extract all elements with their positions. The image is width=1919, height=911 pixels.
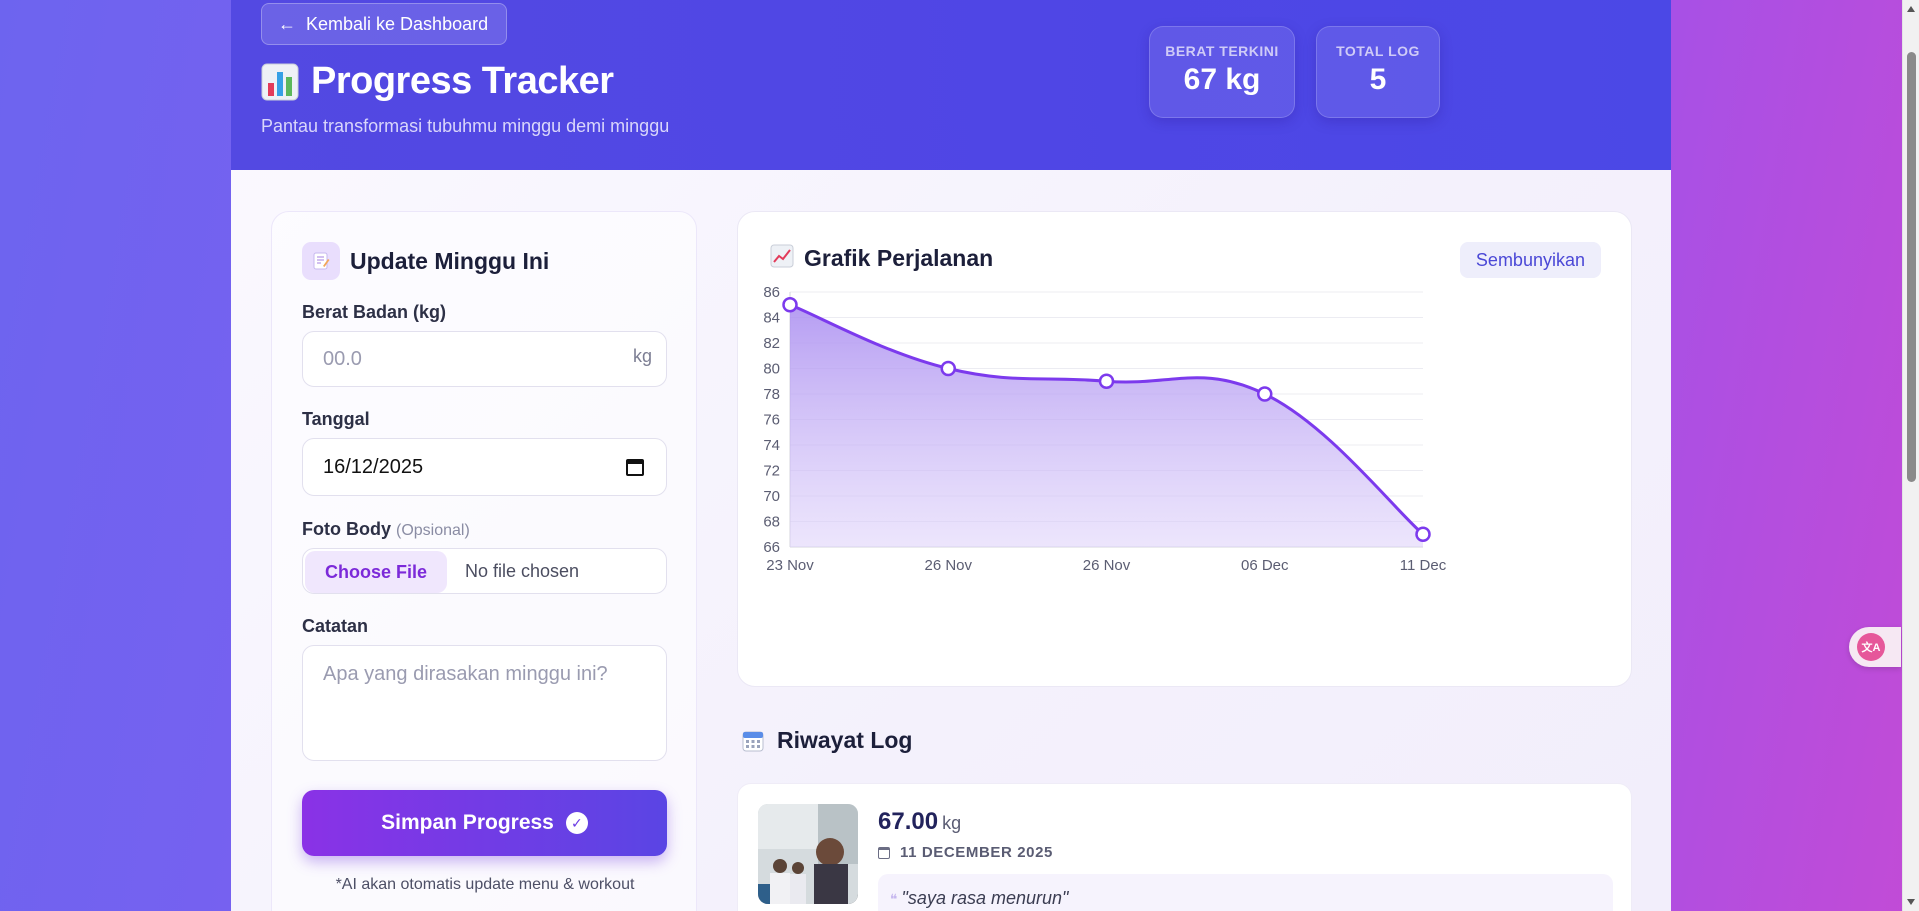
date-input[interactable]: 16/12/2025 — [302, 438, 667, 496]
notes-placeholder: Apa yang dirasakan minggu ini? — [323, 663, 608, 685]
log-title: Riwayat Log — [777, 727, 913, 753]
form-header: Update Minggu Ini — [302, 242, 549, 280]
page-title: Progress Tracker — [261, 60, 614, 103]
y-tick-label: 86 — [763, 284, 780, 301]
ai-note: *AI akan otomatis update menu & workout — [335, 876, 635, 893]
log-date-text: 11 DECEMBER 2025 — [900, 844, 1054, 861]
x-tick-label: 26 Nov — [1083, 557, 1131, 574]
stat-label: TOTAL LOG — [1336, 43, 1420, 59]
translate-extension-button[interactable]: 文A — [1849, 627, 1901, 667]
x-tick-label: 23 Nov — [766, 557, 814, 574]
log-note: ❝ "saya rasa menurun" — [878, 874, 1613, 911]
log-note-text: "saya rasa menurun" — [901, 888, 1069, 908]
save-progress-button[interactable]: Simpan Progress ✓ — [302, 790, 667, 856]
main-container: ← Kembali ke Dashboard Progress Tracker … — [231, 0, 1671, 911]
stat-value: 67 kg — [1183, 63, 1261, 96]
y-tick-label: 78 — [763, 386, 780, 403]
save-progress-label: Simpan Progress — [381, 811, 554, 834]
notes-label: Catatan — [302, 616, 369, 636]
choose-file-button[interactable]: Choose File — [305, 551, 448, 593]
y-tick-label: 70 — [763, 488, 780, 505]
scrollbar-thumb[interactable] — [1907, 52, 1916, 482]
log-weight: 67.00 kg — [878, 808, 961, 836]
data-point[interactable] — [940, 360, 956, 377]
translate-icon: 文A — [1857, 633, 1885, 661]
log-entry: 67.00 kg 11 DECEMBER 2025 ❝ "saya rasa men… — [737, 783, 1632, 911]
log-weight-unit: kg — [942, 813, 962, 833]
photo-label: Foto Body (Opsional) — [302, 519, 470, 540]
x-tick-label: 26 Nov — [924, 557, 972, 574]
weight-input[interactable]: 00.0 kg — [302, 331, 667, 387]
calendar-icon — [878, 846, 890, 859]
quote-icon: ❝ — [890, 891, 898, 907]
stat-total-log: TOTAL LOG 5 — [1316, 26, 1440, 118]
date-label: Tanggal — [302, 409, 370, 429]
weight-area — [790, 304, 1423, 547]
y-tick-label: 74 — [763, 437, 780, 454]
stat-label: BERAT TERKINI — [1165, 43, 1279, 59]
log-weight-value: 67.00 — [878, 808, 939, 835]
page-scrollbar[interactable] — [1902, 0, 1919, 911]
photo-optional-text: (Opsional) — [396, 522, 470, 539]
photo-file-input[interactable]: Choose File No file chosen — [302, 548, 667, 594]
y-tick-label: 72 — [763, 463, 780, 480]
scroll-up-arrow-icon[interactable] — [1907, 6, 1915, 12]
y-tick-label: 76 — [763, 412, 780, 429]
data-point[interactable] — [1415, 526, 1431, 542]
weight-chart: 66 68 70 72 74 76 78 80 82 84 86 23 Nov 26 Nov 26 Nov… — [763, 284, 1447, 574]
data-point[interactable] — [1257, 386, 1273, 402]
y-tick-label: 80 — [763, 361, 780, 378]
weight-placeholder: 00.0 — [323, 348, 362, 370]
file-status: No file chosen — [465, 561, 580, 581]
back-button-label: Kembali ke Dashboard — [306, 13, 489, 34]
weight-unit: kg — [632, 346, 652, 366]
weight-label: Berat Badan (kg) — [302, 302, 447, 322]
notes-textarea[interactable]: Apa yang dirasakan minggu ini? — [302, 645, 667, 761]
chart-header: Grafik Perjalanan — [770, 244, 993, 273]
x-tick-label: 06 Dec — [1241, 557, 1289, 574]
y-tick-label: 82 — [763, 335, 780, 352]
back-to-dashboard-button[interactable]: ← Kembali ke Dashboard — [261, 3, 508, 45]
memo-icon — [302, 242, 340, 280]
stat-value: 5 — [1369, 63, 1387, 96]
photo-label-text: Foto Body — [302, 519, 391, 539]
chart-card: Grafik Perjalanan Sembunyikan 66 68 70 72 74… — [737, 211, 1632, 687]
bar-chart-icon — [261, 63, 299, 101]
y-tick-label: 68 — [763, 514, 780, 531]
calendar-icon[interactable] — [626, 459, 644, 476]
date-value: 16/12/2025 — [323, 456, 424, 478]
arrow-left-icon: ← — [278, 13, 296, 34]
log-date: 11 DECEMBER 2025 — [878, 844, 1053, 861]
data-point[interactable] — [782, 297, 798, 313]
y-tick-label: 66 — [763, 539, 780, 556]
chart-title: Grafik Perjalanan — [804, 245, 994, 271]
page-title-text: Progress Tracker — [311, 60, 614, 102]
hide-chart-button[interactable]: Sembunyikan — [1459, 242, 1601, 278]
x-tick-label: 11 Dec — [1400, 557, 1447, 574]
form-title: Update Minggu Ini — [350, 247, 550, 274]
calendar-emoji-icon — [741, 729, 765, 753]
data-point[interactable] — [1098, 373, 1115, 389]
stat-current-weight: BERAT TERKINI 67 kg — [1149, 26, 1295, 118]
check-circle-icon: ✓ — [565, 812, 588, 834]
update-form-card: Update Minggu Ini Berat Badan (kg) 00.0 … — [271, 211, 697, 911]
log-header: Riwayat Log — [741, 727, 912, 754]
body-photo[interactable] — [758, 804, 858, 904]
hero-header: ← Kembali ke Dashboard Progress Tracker … — [231, 0, 1671, 170]
page-subtitle: Pantau transformasi tubuhmu minggu demi … — [261, 116, 670, 136]
trend-up-icon — [770, 244, 794, 273]
y-tick-label: 84 — [763, 310, 780, 327]
scroll-down-arrow-icon[interactable] — [1907, 899, 1915, 905]
